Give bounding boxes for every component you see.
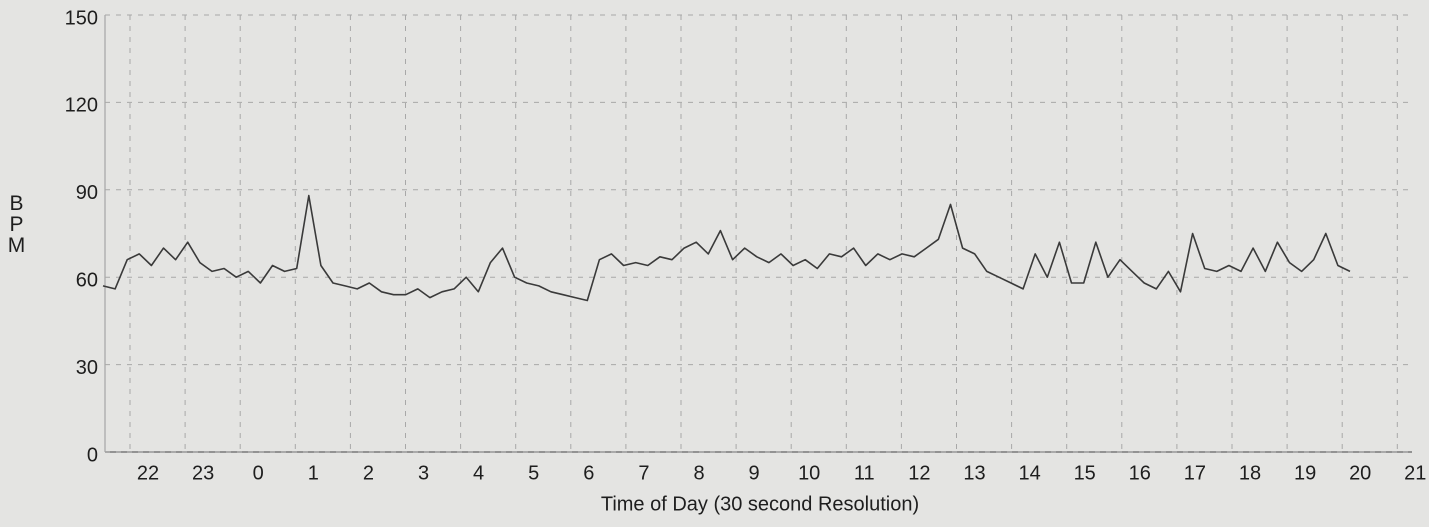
- x-tick-label: 11: [854, 462, 875, 484]
- x-axis-label: Time of Day (30 second Resolution): [601, 493, 919, 515]
- x-tick-label: 9: [749, 462, 760, 484]
- x-tick-label: 20: [1349, 462, 1371, 484]
- x-tick-label: 18: [1239, 462, 1261, 484]
- x-tick-label: 3: [418, 462, 429, 484]
- y-tick-label: 0: [87, 444, 98, 466]
- x-tick-label: 5: [528, 462, 539, 484]
- x-tick-label: 2: [363, 462, 374, 484]
- y-tick-label: 120: [65, 95, 98, 117]
- x-tick-label: 23: [192, 462, 214, 484]
- x-tick-label: 15: [1074, 462, 1096, 484]
- x-tick-label: 14: [1018, 462, 1040, 484]
- y-tick-label: 90: [76, 182, 98, 204]
- x-tick-label: 4: [473, 462, 484, 484]
- x-tick-label: 8: [693, 462, 704, 484]
- y-axis-label: BPM: [5, 192, 28, 255]
- x-tick-label: 12: [908, 462, 930, 484]
- x-tick-label: 13: [963, 462, 985, 484]
- x-tick-label: 16: [1129, 462, 1151, 484]
- y-tick-label: 30: [76, 357, 98, 379]
- x-tick-label: 22: [137, 462, 159, 484]
- x-tick-label: 1: [308, 462, 319, 484]
- x-tick-label: 21: [1404, 462, 1426, 484]
- y-tick-label: 60: [76, 269, 98, 291]
- data-line: [102, 194, 1351, 302]
- x-tick-label: 6: [583, 462, 594, 484]
- y-tick-label: 150: [65, 7, 98, 29]
- x-tick-label: 10: [798, 462, 820, 484]
- x-tick-label: 17: [1184, 462, 1206, 484]
- x-tick-label: 0: [253, 462, 264, 484]
- x-tick-label: 19: [1294, 462, 1316, 484]
- x-tick-label: 7: [638, 462, 649, 484]
